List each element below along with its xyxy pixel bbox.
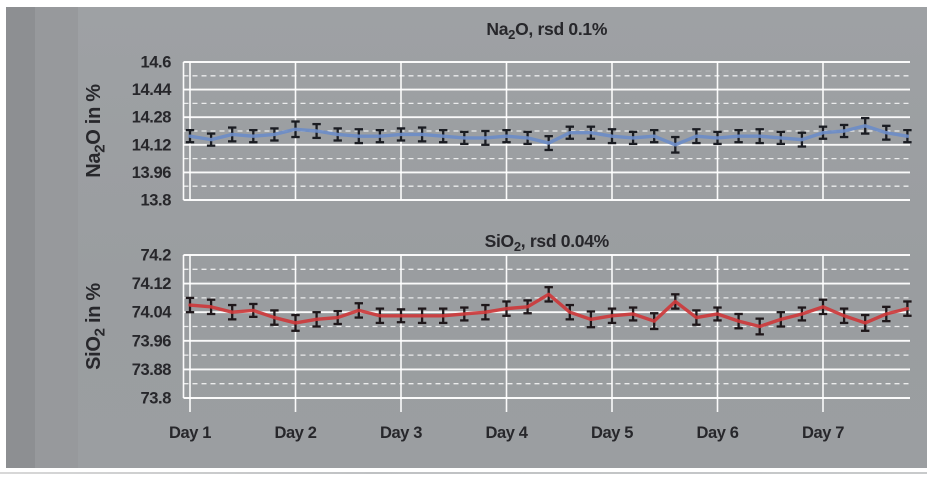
y-tick-label: 13.96 — [132, 164, 172, 182]
x-tick-label: Day 4 — [485, 424, 528, 442]
y-tick-label: 14.44 — [132, 81, 173, 99]
y-tick-label: 14.6 — [140, 54, 171, 72]
x-tick-label: Day 7 — [802, 424, 844, 442]
x-axis-labels: Day 1 Day 2 Day 3 Day 4 Day 5 Day 6 Day 7 — [169, 424, 845, 442]
x-tick-label: Day 5 — [591, 424, 633, 442]
y-axis-title: SiO2​ in % — [83, 283, 109, 370]
y-tick-label: 73.96 — [132, 332, 172, 350]
x-tick-label: Day 2 — [274, 424, 316, 442]
y-tick-label: 73.8 — [140, 390, 171, 408]
y-tick-label: 13.8 — [140, 192, 171, 210]
error-bars — [185, 116, 912, 154]
data-line — [188, 292, 910, 329]
y-tick-label: 74.2 — [140, 247, 171, 265]
y-tick-label: 14.12 — [132, 136, 172, 154]
chart-panel — [6, 7, 927, 468]
left-strip-dark — [6, 7, 35, 468]
y-tick-label: 14.28 — [132, 109, 172, 127]
left-strip-mid — [35, 7, 78, 468]
chart-na2o: 14.6 14.44 14.28 14.12 13.96 13.8 Na2​O, rsd 0… — [83, 19, 912, 210]
y-tick-label: 74.04 — [132, 304, 173, 322]
chart-title: SiO2​, rsd 0.04% — [485, 231, 610, 254]
page-bottom-edge — [0, 472, 927, 474]
x-tick-label: Day 1 — [169, 424, 211, 442]
y-tick-label: 74.12 — [132, 275, 172, 293]
x-tick-label: Day 3 — [380, 424, 422, 442]
chart-title: Na2​O, rsd 0.1% — [486, 19, 607, 42]
x-tick-label: Day 6 — [696, 424, 738, 442]
data-line — [188, 124, 910, 147]
y-tick-label: 73.88 — [132, 361, 172, 379]
y-axis-title: Na2​O in % — [83, 84, 109, 178]
chart-sio2: 74.2 74.12 74.04 73.96 73.88 73.8 SiO2​, rsd 0… — [83, 231, 912, 412]
